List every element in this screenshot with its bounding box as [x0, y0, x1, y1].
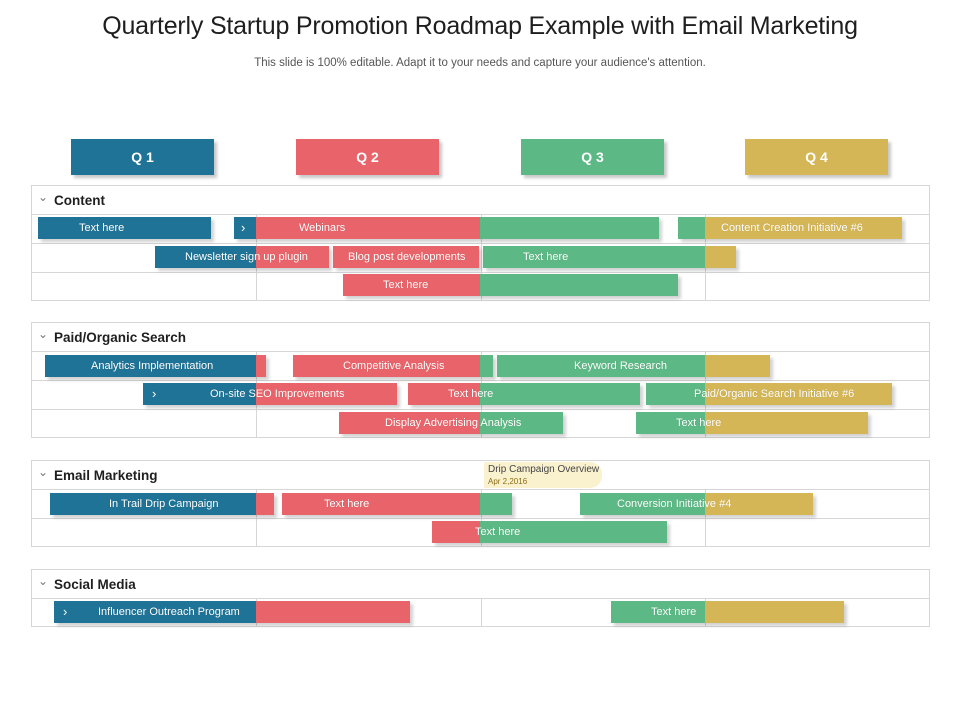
milestone-callout[interactable]: Drip Campaign Overview Apr 2,2016 — [484, 462, 602, 488]
chevron-down-icon[interactable]: ⌄ — [38, 190, 49, 204]
quarter-q1: Q 1 — [71, 139, 214, 175]
task-bar[interactable]: › On-site SEO Improvements — [143, 383, 397, 405]
task-label: Competitive Analysis — [343, 360, 445, 372]
task-label: Text here — [324, 498, 370, 510]
task-bar[interactable]: Display Advertising Analysis — [339, 412, 563, 434]
quarter-q4: Q 4 — [745, 139, 888, 175]
section-title: Content — [54, 193, 105, 208]
task-label: Text here — [651, 606, 697, 618]
task-label: Blog post developments — [348, 251, 466, 263]
chevron-down-icon[interactable]: ⌄ — [38, 574, 49, 588]
task-label: On-site SEO Improvements — [210, 388, 345, 400]
expand-arrow-icon[interactable]: › — [152, 386, 157, 401]
callout-date: Apr 2,2016 — [488, 477, 528, 486]
task-label: Text here — [676, 417, 722, 429]
task-label: Paid/Organic Search Initiative #6 — [694, 388, 855, 400]
slide-subtitle: This slide is 100% editable. Adapt it to… — [254, 57, 706, 69]
task-bar[interactable]: Conversion Initiative #4 — [580, 493, 813, 515]
task-bar[interactable]: Text here — [432, 521, 667, 543]
task-label: In Trail Drip Campaign — [109, 498, 219, 510]
section-header: ⌄ Social Media — [32, 570, 929, 599]
task-label: Conversion Initiative #4 — [617, 498, 732, 510]
task-bar[interactable]: Text here — [343, 274, 678, 296]
task-label: Text here — [448, 388, 494, 400]
task-bar[interactable]: Text here — [611, 601, 844, 623]
task-bar[interactable]: Analytics Implementation — [45, 355, 266, 377]
quarter-q3: Q 3 — [521, 139, 664, 175]
task-bar[interactable]: In Trail Drip Campaign — [50, 493, 274, 515]
section-title: Social Media — [54, 577, 136, 592]
task-bar[interactable]: Text here — [38, 217, 211, 239]
task-label: Text here — [475, 526, 521, 538]
task-bar[interactable]: › Influencer Outreach Program — [54, 601, 410, 623]
slide-title: Quarterly Startup Promotion Roadmap Exam… — [102, 12, 858, 40]
task-bar[interactable]: Blog post developments — [333, 246, 479, 268]
section-title: Paid/Organic Search — [54, 330, 187, 345]
task-label: Text here — [79, 222, 125, 234]
task-bar[interactable]: Newsletter sign up plugin — [155, 246, 329, 268]
task-label: Content Creation Initiative #6 — [721, 222, 863, 234]
task-bar[interactable]: Keyword Research — [497, 355, 770, 377]
task-bar[interactable]: Text here — [408, 383, 640, 405]
task-bar[interactable]: Competitive Analysis — [293, 355, 493, 377]
quarter-q2: Q 2 — [296, 139, 439, 175]
task-label: Keyword Research — [574, 360, 667, 372]
expand-arrow-icon[interactable]: › — [241, 220, 246, 235]
task-label: Webinars — [299, 222, 346, 234]
task-label: Text here — [383, 279, 429, 291]
section-header: ⌄ Email Marketing — [32, 461, 929, 490]
task-bar[interactable]: Text here — [636, 412, 868, 434]
section-header: ⌄ Content — [32, 186, 929, 215]
callout-title: Drip Campaign Overview — [488, 464, 600, 475]
section-header: ⌄ Paid/Organic Search — [32, 323, 929, 352]
chevron-down-icon[interactable]: ⌄ — [38, 327, 49, 341]
section-title: Email Marketing — [54, 468, 158, 483]
task-label: Analytics Implementation — [91, 360, 214, 372]
task-label: Newsletter sign up plugin — [185, 251, 308, 263]
task-label: Influencer Outreach Program — [98, 606, 240, 618]
task-bar[interactable]: Text here — [483, 246, 736, 268]
chevron-down-icon[interactable]: ⌄ — [38, 465, 49, 479]
task-label: Text here — [523, 251, 569, 263]
task-label: Display Advertising Analysis — [385, 417, 522, 429]
task-bar[interactable]: › Webinars — [234, 217, 659, 239]
task-bar[interactable]: Paid/Organic Search Initiative #6 — [646, 383, 892, 405]
expand-arrow-icon[interactable]: › — [63, 604, 68, 619]
task-bar[interactable]: Text here — [282, 493, 512, 515]
task-bar[interactable]: Content Creation Initiative #6 — [678, 217, 902, 239]
